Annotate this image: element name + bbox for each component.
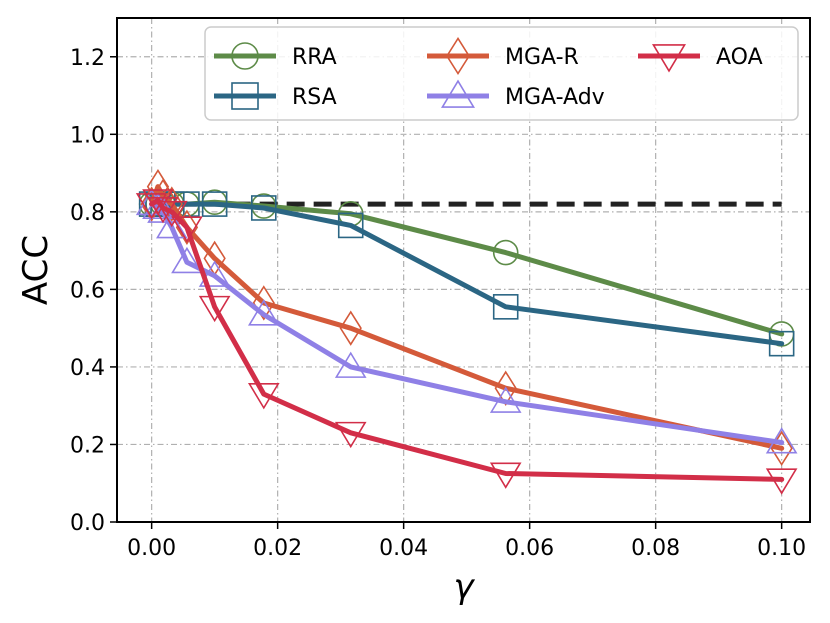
- x-tick-label: 0.06: [505, 536, 554, 561]
- legend-marker-rsa: [231, 82, 259, 110]
- legend-item-rra: RRA: [214, 42, 337, 70]
- data-point-aoa: [489, 462, 522, 489]
- data-point-mga-adv: [489, 386, 522, 413]
- y-tick-label: 1.2: [70, 46, 105, 71]
- plot-frame: [116, 17, 811, 523]
- x-tick-label: 0.10: [757, 536, 806, 561]
- data-point-aoa: [147, 196, 179, 224]
- data-point-rsa: [250, 195, 277, 221]
- legend-marker-rra: [231, 42, 259, 70]
- legend-item-mga-r: MGA-R: [427, 36, 579, 76]
- data-point-mga-adv: [765, 427, 798, 454]
- series-line-mga-r: [149, 184, 785, 451]
- y-tick-label: 0.8: [70, 201, 105, 226]
- legend-label-aoa: AOA: [716, 45, 763, 70]
- series-rsa: [138, 191, 795, 357]
- y-tick-label: 0.0: [70, 511, 105, 536]
- series-rra: [138, 189, 795, 347]
- data-point-mga-adv: [334, 351, 367, 378]
- series-line-rsa: [149, 201, 785, 347]
- legend-label-mga-adv: MGA-Adv: [505, 85, 605, 110]
- x-tick-label: 0.00: [127, 536, 176, 561]
- series-aoa: [135, 189, 798, 495]
- y-tick-label: 0.2: [70, 433, 105, 458]
- legend-label-rsa: RSA: [292, 85, 337, 110]
- series-group: [135, 168, 798, 495]
- data-point-rsa: [768, 330, 795, 357]
- legend-marker-aoa: [651, 44, 687, 73]
- data-point-rsa: [174, 191, 200, 217]
- series-mga-r: [140, 168, 793, 467]
- y-axis-title: ACC: [16, 235, 56, 305]
- legend-marker-mga-adv: [440, 79, 476, 108]
- y-tick-label: 1.0: [70, 123, 105, 148]
- data-point-mga-adv: [247, 299, 280, 326]
- legend: RRA RSA MGA-R MGA-Adv AOA: [204, 26, 799, 121]
- y-tick-label: 0.6: [70, 278, 105, 303]
- axis-ticks: 0.00 0.02 0.04 0.06 0.08 0.10 0.0 0.2 0.4 0.6 0.8 1…: [70, 46, 806, 561]
- data-point-mga-r: [252, 285, 275, 321]
- data-point-aoa: [334, 421, 367, 449]
- data-point-mga-adv: [155, 211, 188, 239]
- data-point-aoa: [247, 383, 280, 410]
- data-point-aoa: [155, 200, 188, 228]
- data-point-mga-r: [160, 186, 183, 222]
- data-point-aoa: [198, 295, 231, 323]
- data-point-aoa: [765, 468, 798, 495]
- legend-label-rra: RRA: [292, 45, 337, 70]
- data-point-rsa: [201, 191, 228, 217]
- series-line-mga-adv: [149, 201, 785, 445]
- x-tick-label: 0.02: [253, 536, 302, 561]
- x-tick-label: 0.04: [379, 536, 428, 561]
- data-point-rra: [492, 239, 519, 266]
- legend-item-mga-adv: MGA-Adv: [427, 79, 605, 110]
- data-point-aoa: [171, 216, 203, 243]
- legend-label-mga-r: MGA-R: [505, 45, 579, 70]
- series-mga-adv: [135, 188, 798, 454]
- data-point-rsa: [337, 212, 364, 239]
- legend-marker-mga-r: [446, 36, 470, 76]
- data-point-mga-r: [339, 310, 362, 346]
- series-line-rra: [149, 199, 785, 337]
- data-point-mga-adv: [198, 260, 231, 287]
- legend-item-aoa: AOA: [638, 44, 763, 73]
- data-point-rsa: [492, 294, 519, 320]
- data-point-mga-adv: [171, 246, 203, 274]
- legend-item-rsa: RSA: [214, 82, 337, 110]
- legend-box: [204, 26, 799, 121]
- y-tick-label: 0.4: [70, 356, 105, 381]
- x-tick-label: 0.08: [631, 536, 680, 561]
- x-axis-title: γ: [453, 567, 475, 607]
- data-point-aoa: [135, 193, 168, 220]
- data-point-mga-r: [494, 370, 517, 406]
